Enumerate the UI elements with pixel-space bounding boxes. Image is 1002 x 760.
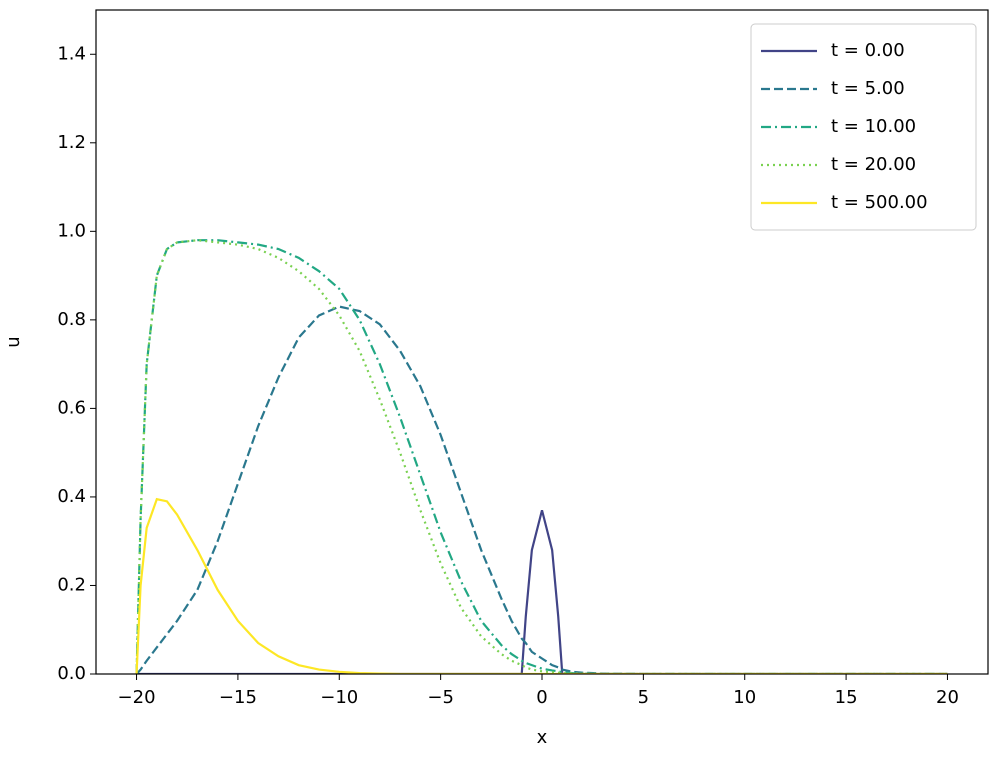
x-axis-label: x xyxy=(537,727,548,748)
x-tick-label: 10 xyxy=(733,687,756,708)
y-tick-label: 1.4 xyxy=(57,43,86,64)
series-line xyxy=(136,509,948,674)
legend-label: t = 0.00 xyxy=(831,40,905,61)
x-tick-label: 15 xyxy=(835,687,858,708)
series-line xyxy=(135,239,948,674)
y-tick-label: 0.0 xyxy=(57,663,86,684)
legend-label: t = 500.00 xyxy=(831,192,928,213)
x-tick-label: −20 xyxy=(118,687,156,708)
y-tick-label: 0.6 xyxy=(57,397,86,418)
series-line xyxy=(135,239,948,674)
series-line xyxy=(135,305,948,674)
legend-box xyxy=(750,23,977,231)
y-axis-label: u xyxy=(3,336,24,347)
x-tick-label: −5 xyxy=(427,687,454,708)
x-tick-label: 5 xyxy=(638,687,649,708)
plot-frame xyxy=(95,9,989,675)
y-tick-label: 1.0 xyxy=(57,220,86,241)
legend-label: t = 10.00 xyxy=(831,116,916,137)
legend-label: t = 20.00 xyxy=(831,154,916,175)
series-line xyxy=(135,497,948,674)
y-tick-label: 1.2 xyxy=(57,132,86,153)
x-tick-label: −15 xyxy=(219,687,257,708)
x-tick-label: −10 xyxy=(320,687,358,708)
legend-label: t = 5.00 xyxy=(831,78,905,99)
y-tick-label: 0.2 xyxy=(57,574,86,595)
x-tick-label: 0 xyxy=(536,687,547,708)
y-tick-label: 0.4 xyxy=(57,486,86,507)
y-tick-label: 0.8 xyxy=(57,309,86,330)
x-tick-label: 20 xyxy=(936,687,959,708)
